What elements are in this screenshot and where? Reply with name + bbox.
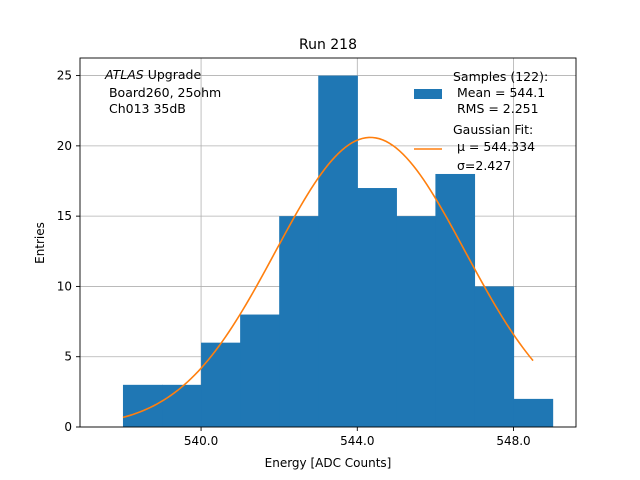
histogram-bar — [513, 398, 554, 427]
axis-ticks: 540.0 544.0 548.0 0 5 10 15 20 25 — [57, 69, 531, 448]
histogram-bar — [474, 286, 515, 427]
legend-histogram-swatch — [414, 89, 442, 99]
axes-frame — [79, 57, 577, 428]
annotation-line-1: ATLAS Upgrade — [104, 67, 201, 82]
histogram-bar — [318, 75, 358, 428]
histogram-bar — [396, 216, 437, 427]
legend-hist-line-3: RMS = 2.251 — [453, 101, 539, 116]
histogram-bars — [122, 75, 554, 428]
y-tick-label: 15 — [57, 209, 72, 223]
histogram-bar — [162, 384, 202, 427]
legend-fit-line-1: Gaussian Fit: — [453, 122, 533, 137]
y-tick-label: 0 — [64, 420, 72, 434]
histogram-bar — [357, 188, 397, 427]
x-tick-label: 548.0 — [496, 434, 530, 448]
annotation-atlas-italic: ATLAS — [104, 67, 144, 82]
chart-title: Run 218 — [299, 37, 357, 53]
histogram-bar — [279, 216, 319, 427]
histogram-bar — [240, 314, 280, 427]
histogram-bar — [122, 384, 163, 427]
x-axis-label: Energy [ADC Counts] — [265, 456, 392, 470]
gaussian-fit-layer — [122, 136, 534, 419]
histogram-bar — [435, 173, 476, 427]
annotation-line-2: Board260, 25ohm — [105, 85, 221, 100]
y-tick-label: 10 — [57, 279, 72, 293]
y-axis-label: Entries — [33, 222, 47, 264]
legend-fit-line-3: σ=2.427 — [453, 158, 511, 173]
legend-fit-line-2: μ = 544.334 — [453, 139, 535, 154]
histogram-bar — [201, 342, 241, 427]
x-tick-label: 544.0 — [340, 434, 374, 448]
legend: Samples (122): Mean = 544.1 RMS = 2.251 … — [414, 69, 548, 173]
y-tick-label: 20 — [57, 139, 72, 153]
x-tick-label: 540.0 — [184, 434, 218, 448]
gaussian-fit-curve — [122, 136, 534, 419]
y-tick-label: 25 — [57, 69, 72, 83]
legend-hist-line-2: Mean = 544.1 — [453, 85, 545, 100]
legend-hist-line-1: Samples (122): — [453, 69, 548, 84]
annotation-line-3: Ch013 35dB — [105, 101, 186, 116]
annotation-upgrade: Upgrade — [144, 67, 202, 82]
y-tick-label: 5 — [64, 350, 72, 364]
atlas-annotation: ATLAS Upgrade Board260, 25ohm Ch013 35dB — [104, 67, 221, 116]
